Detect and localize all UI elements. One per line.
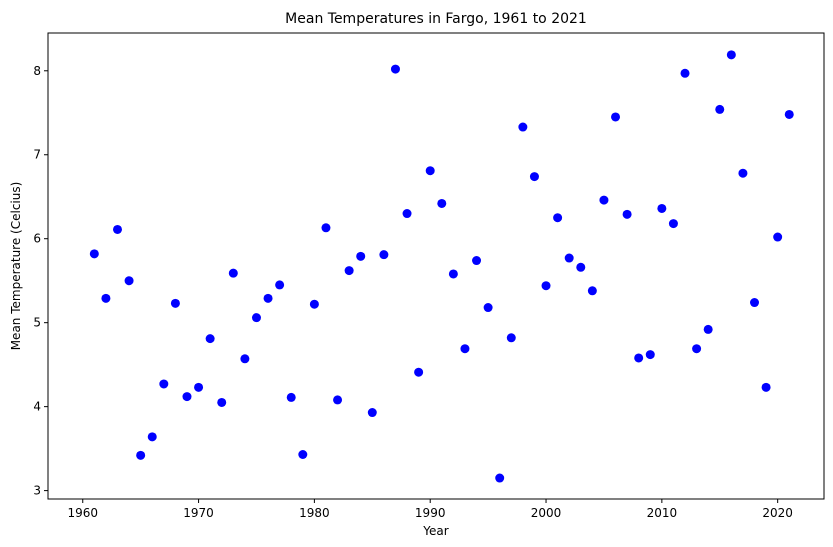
- data-point: [657, 203, 667, 213]
- chart-title: Mean Temperatures in Fargo, 1961 to 2021: [285, 11, 587, 27]
- y-tick-label: 4: [33, 400, 41, 414]
- data-point: [634, 353, 644, 363]
- data-point: [263, 293, 273, 303]
- data-point: [611, 112, 621, 122]
- data-point: [228, 268, 238, 278]
- data-point: [541, 281, 551, 291]
- x-tick-label: 1980: [299, 506, 330, 520]
- data-point: [622, 209, 632, 219]
- y-tick-label: 3: [33, 484, 41, 498]
- data-point: [170, 298, 180, 308]
- data-point: [309, 299, 319, 309]
- data-point: [483, 303, 493, 313]
- data-point: [587, 286, 597, 296]
- data-point: [333, 395, 343, 405]
- data-point: [784, 109, 794, 119]
- data-point: [344, 266, 354, 276]
- y-axis-label: Mean Temperature (Celcius): [9, 182, 23, 351]
- data-point: [715, 104, 725, 114]
- data-point: [136, 450, 146, 460]
- x-tick-label: 2020: [762, 506, 793, 520]
- data-point: [599, 195, 609, 205]
- y-axis-ticks: 3 4 5 6 7 8: [33, 64, 48, 498]
- data-point: [518, 122, 528, 132]
- data-point: [367, 408, 377, 418]
- y-tick-label: 7: [33, 148, 41, 162]
- x-axis-ticks: 1960 1970 1980 1990 2000 2010 2020: [67, 499, 793, 520]
- x-tick-label: 2010: [647, 506, 678, 520]
- data-point: [147, 432, 157, 442]
- data-point: [124, 276, 134, 286]
- data-point: [553, 213, 563, 223]
- data-point: [495, 473, 505, 483]
- data-point: [205, 334, 215, 344]
- data-point: [692, 344, 702, 354]
- data-point: [738, 168, 748, 178]
- y-tick-label: 5: [33, 316, 41, 330]
- data-point: [506, 333, 516, 343]
- data-point: [414, 367, 424, 377]
- data-point: [321, 223, 331, 233]
- y-tick-label: 6: [33, 232, 41, 246]
- data-point: [217, 397, 227, 407]
- data-point: [576, 262, 586, 272]
- x-tick-label: 1960: [67, 506, 98, 520]
- data-point: [379, 250, 389, 260]
- data-point: [194, 382, 204, 392]
- data-point: [402, 209, 412, 219]
- data-point: [182, 392, 192, 402]
- data-point: [529, 172, 539, 182]
- data-point: [437, 198, 447, 208]
- data-point: [761, 382, 771, 392]
- data-point: [286, 392, 296, 402]
- data-point: [460, 344, 470, 354]
- y-tick-label: 8: [33, 64, 41, 78]
- data-point: [390, 64, 400, 74]
- data-point: [680, 68, 690, 78]
- x-tick-label: 2000: [531, 506, 562, 520]
- data-point: [750, 298, 760, 308]
- data-point: [564, 253, 574, 263]
- x-axis-label: Year: [422, 524, 448, 538]
- data-point: [112, 224, 122, 234]
- data-point: [275, 280, 285, 290]
- data-point: [726, 50, 736, 60]
- data-point: [773, 232, 783, 242]
- data-point: [240, 354, 250, 364]
- data-point: [448, 269, 458, 279]
- data-point: [251, 313, 261, 323]
- data-point: [101, 293, 111, 303]
- x-tick-label: 1970: [183, 506, 214, 520]
- data-point: [425, 166, 435, 176]
- data-point: [298, 449, 308, 459]
- data-point: [668, 219, 678, 229]
- data-point: [645, 350, 655, 360]
- data-point: [356, 251, 366, 261]
- data-point: [89, 249, 99, 259]
- data-point: [703, 324, 713, 334]
- x-tick-label: 1990: [415, 506, 446, 520]
- plot-frame: [47, 32, 825, 500]
- data-point: [159, 379, 169, 389]
- data-point: [472, 256, 482, 266]
- data-points: [89, 50, 794, 483]
